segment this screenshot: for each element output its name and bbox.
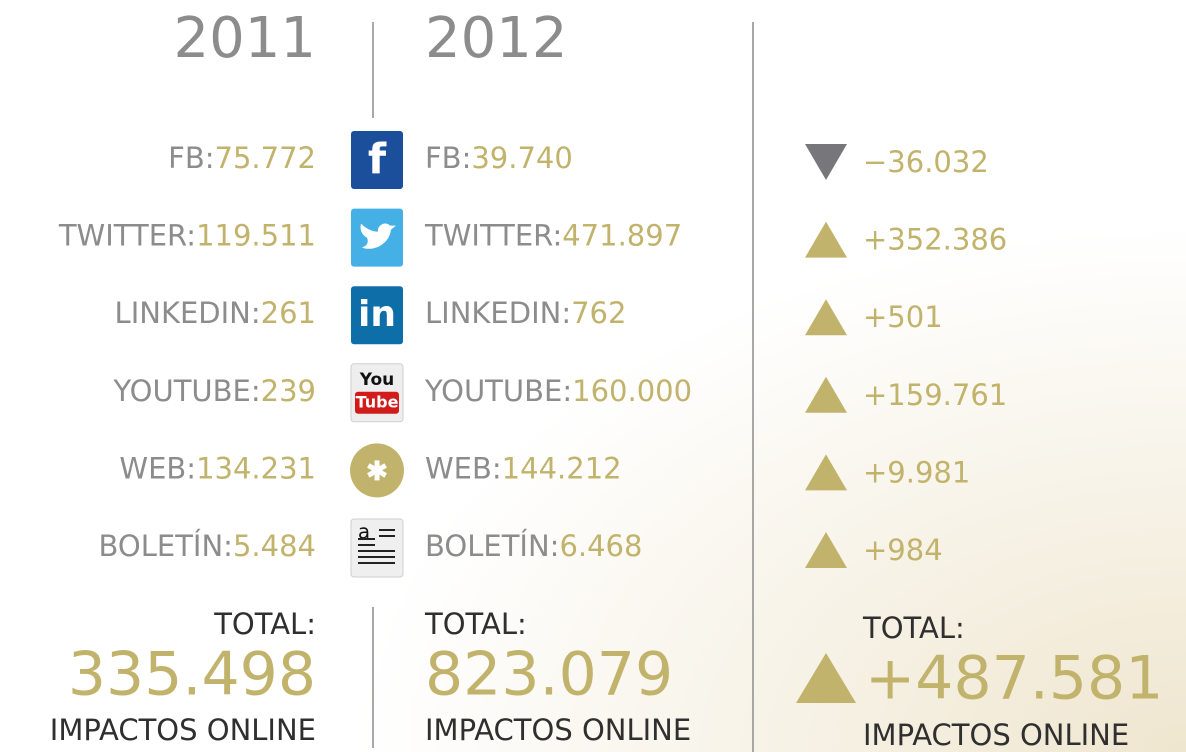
entry: BOLETÍN:6.468 xyxy=(425,529,642,563)
label: WEB: xyxy=(425,451,502,485)
entry: WEB:144.212 xyxy=(425,451,622,485)
total-value: 823.079 xyxy=(425,640,673,710)
trend-arrow xyxy=(805,221,847,258)
label: BOLETÍN: xyxy=(99,529,233,563)
total-label: TOTAL: xyxy=(862,611,965,645)
difference: +501 xyxy=(863,300,943,334)
label: LINKEDIN: xyxy=(115,296,261,330)
icon-text: a xyxy=(358,520,370,544)
asterisk xyxy=(367,463,387,478)
value: 471.897 xyxy=(562,219,682,253)
value: 39.740 xyxy=(471,141,572,175)
value: 5.484 xyxy=(233,529,316,563)
label: BOLETÍN: xyxy=(425,529,559,563)
year: 2011 xyxy=(173,6,316,71)
total-label: TOTAL: xyxy=(424,607,527,641)
trend-arrow xyxy=(805,376,847,413)
label: TWITTER: xyxy=(424,219,562,253)
caption: IMPACTOS ONLINE xyxy=(425,713,691,747)
difference: +352.386 xyxy=(863,223,1007,257)
value: 6.468 xyxy=(559,529,642,563)
entry: YOUTUBE:160.000 xyxy=(424,374,692,408)
icon-text: You xyxy=(359,370,395,390)
difference: +984 xyxy=(863,533,943,567)
total-value: +487.581 xyxy=(865,644,1163,714)
linkedin-icon xyxy=(351,286,403,345)
label: TWITTER: xyxy=(58,219,196,253)
entry: TWITTER:471.897 xyxy=(424,219,682,253)
label: YOUTUBE: xyxy=(113,374,261,408)
year: 2012 xyxy=(425,6,568,71)
label: LINKEDIN: xyxy=(425,296,571,330)
icon-text: in xyxy=(358,294,396,335)
label: FB: xyxy=(425,141,471,175)
icon-text: f xyxy=(368,135,387,184)
value: 75.772 xyxy=(215,141,316,175)
facebook-icon xyxy=(351,131,403,189)
value: 762 xyxy=(571,296,626,330)
trend-arrow xyxy=(796,653,856,703)
entry: FB:75.772 xyxy=(168,141,316,175)
trend-arrow xyxy=(805,532,847,568)
total-value: 335.498 xyxy=(68,640,316,710)
label: FB: xyxy=(168,141,214,175)
difference: +9.981 xyxy=(863,455,970,489)
entry: BOLETÍN:5.484 xyxy=(99,529,316,563)
entry: FB:39.740 xyxy=(425,141,573,175)
entry: YOUTUBE:239 xyxy=(113,374,316,408)
caption: IMPACTOS ONLINE xyxy=(50,713,316,747)
value: 119.511 xyxy=(196,219,316,253)
trend-arrow xyxy=(805,299,847,336)
icon-text: Tube xyxy=(356,392,399,411)
youtube-red xyxy=(355,391,399,414)
value: 144.212 xyxy=(502,451,622,485)
caption: IMPACTOS ONLINE xyxy=(863,718,1129,752)
value: 134.231 xyxy=(196,451,316,485)
entry: LINKEDIN:762 xyxy=(425,296,626,330)
label: WEB: xyxy=(119,451,196,485)
label: YOUTUBE: xyxy=(424,374,572,408)
total-label: TOTAL: xyxy=(213,607,316,641)
value: 160.000 xyxy=(572,374,692,408)
value: 239 xyxy=(261,374,316,408)
entry: TWITTER:119.511 xyxy=(58,219,316,253)
entry: LINKEDIN:261 xyxy=(115,296,316,330)
trend-arrow xyxy=(805,454,847,491)
difference: +159.761 xyxy=(863,378,1007,412)
value: 261 xyxy=(261,296,316,330)
entry: WEB:134.231 xyxy=(119,451,316,485)
twitter-bird xyxy=(360,223,396,249)
difference: −36.032 xyxy=(863,145,989,179)
trend-arrow xyxy=(805,144,847,180)
